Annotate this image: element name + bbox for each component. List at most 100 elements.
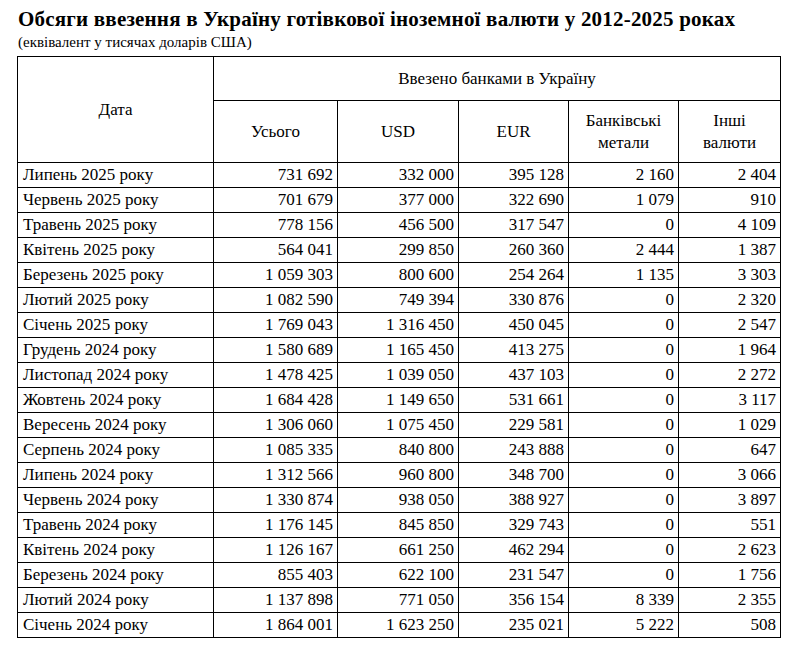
row-value-cell-other: 3 117 — [679, 388, 781, 413]
table-row: Серпень 2024 року1 085 335840 800243 888… — [18, 438, 781, 463]
row-date-cell: Січень 2024 року — [18, 613, 214, 638]
row-value-cell-usd: 1 149 650 — [338, 388, 459, 413]
row-value-cell-metals: 0 — [569, 363, 679, 388]
row-value-cell-other: 3 066 — [679, 463, 781, 488]
column-group-header: Ввезено банками в Україну — [214, 57, 781, 101]
row-value-cell-total: 1 059 303 — [214, 263, 338, 288]
table-row: Червень 2025 року701 679377 000322 6901 … — [18, 188, 781, 213]
row-value-cell-total: 1 478 425 — [214, 363, 338, 388]
row-value-cell-eur: 254 264 — [459, 263, 569, 288]
column-header-total: Усього — [214, 101, 338, 163]
row-date-cell: Жовтень 2024 року — [18, 388, 214, 413]
table-row: Травень 2024 року1 176 145845 850329 743… — [18, 513, 781, 538]
row-value-cell-eur: 229 581 — [459, 413, 569, 438]
row-date-cell: Червень 2024 року — [18, 488, 214, 513]
row-value-cell-other: 508 — [679, 613, 781, 638]
row-value-cell-eur: 413 275 — [459, 338, 569, 363]
row-value-cell-eur: 450 045 — [459, 313, 569, 338]
row-value-cell-usd: 938 050 — [338, 488, 459, 513]
row-value-cell-total: 855 403 — [214, 563, 338, 588]
row-value-cell-usd: 1 316 450 — [338, 313, 459, 338]
row-value-cell-metals: 0 — [569, 338, 679, 363]
row-value-cell-eur: 531 661 — [459, 388, 569, 413]
table-row: Квітень 2024 року1 126 167661 250462 294… — [18, 538, 781, 563]
row-value-cell-usd: 960 800 — [338, 463, 459, 488]
row-value-cell-metals: 0 — [569, 438, 679, 463]
row-value-cell-metals: 0 — [569, 538, 679, 563]
row-value-cell-metals: 0 — [569, 413, 679, 438]
column-header-usd: USD — [338, 101, 459, 163]
table-row: Березень 2025 року1 059 303800 600254 26… — [18, 263, 781, 288]
row-value-cell-metals: 0 — [569, 563, 679, 588]
table-header: Дата Ввезено банками в Україну Усього US… — [18, 57, 781, 163]
row-value-cell-usd: 749 394 — [338, 288, 459, 313]
row-value-cell-other: 2 547 — [679, 313, 781, 338]
currency-import-table: Дата Ввезено банками в Україну Усього US… — [17, 56, 781, 638]
row-value-cell-total: 1 137 898 — [214, 588, 338, 613]
row-value-cell-eur: 395 128 — [459, 163, 569, 188]
row-date-cell: Липень 2025 року — [18, 163, 214, 188]
row-value-cell-metals: 2 160 — [569, 163, 679, 188]
row-value-cell-eur: 388 927 — [459, 488, 569, 513]
row-value-cell-total: 1 082 590 — [214, 288, 338, 313]
column-header-metals: Банківські метали — [569, 101, 679, 163]
row-value-cell-usd: 1 623 250 — [338, 613, 459, 638]
row-value-cell-metals: 8 339 — [569, 588, 679, 613]
table-row: Лютий 2025 року1 082 590749 394330 87602… — [18, 288, 781, 313]
table-row: Липень 2025 року731 692332 000395 1282 1… — [18, 163, 781, 188]
row-date-cell: Березень 2024 року — [18, 563, 214, 588]
row-value-cell-other: 3 897 — [679, 488, 781, 513]
row-value-cell-other: 2 320 — [679, 288, 781, 313]
row-value-cell-other: 551 — [679, 513, 781, 538]
row-value-cell-eur: 231 547 — [459, 563, 569, 588]
row-value-cell-eur: 329 743 — [459, 513, 569, 538]
row-value-cell-usd: 840 800 — [338, 438, 459, 463]
row-value-cell-metals: 0 — [569, 213, 679, 238]
row-value-cell-eur: 437 103 — [459, 363, 569, 388]
row-date-cell: Грудень 2024 року — [18, 338, 214, 363]
column-header-eur: EUR — [459, 101, 569, 163]
row-value-cell-metals: 0 — [569, 388, 679, 413]
row-value-cell-other: 910 — [679, 188, 781, 213]
row-value-cell-eur: 243 888 — [459, 438, 569, 463]
row-date-cell: Квітень 2025 року — [18, 238, 214, 263]
row-value-cell-usd: 771 050 — [338, 588, 459, 613]
row-value-cell-other: 2 404 — [679, 163, 781, 188]
row-date-cell: Травень 2025 року — [18, 213, 214, 238]
row-value-cell-eur: 235 021 — [459, 613, 569, 638]
table-row: Червень 2024 року1 330 874938 050388 927… — [18, 488, 781, 513]
row-value-cell-total: 564 041 — [214, 238, 338, 263]
row-value-cell-usd: 800 600 — [338, 263, 459, 288]
row-value-cell-usd: 845 850 — [338, 513, 459, 538]
table-row: Вересень 2024 року1 306 0601 075 450229 … — [18, 413, 781, 438]
row-value-cell-eur: 348 700 — [459, 463, 569, 488]
row-value-cell-eur: 462 294 — [459, 538, 569, 563]
page-title: Обсяги ввезення в Україну готівкової іно… — [0, 0, 791, 32]
row-value-cell-metals: 0 — [569, 313, 679, 338]
row-value-cell-total: 1 864 001 — [214, 613, 338, 638]
row-value-cell-total: 1 330 874 — [214, 488, 338, 513]
row-value-cell-total: 1 126 167 — [214, 538, 338, 563]
table-row: Січень 2024 року1 864 0011 623 250235 02… — [18, 613, 781, 638]
row-date-cell: Березень 2025 року — [18, 263, 214, 288]
row-date-cell: Квітень 2024 року — [18, 538, 214, 563]
table-row: Листопад 2024 року1 478 4251 039 050437 … — [18, 363, 781, 388]
row-value-cell-total: 701 679 — [214, 188, 338, 213]
row-value-cell-metals: 5 222 — [569, 613, 679, 638]
row-value-cell-eur: 322 690 — [459, 188, 569, 213]
table-row: Липень 2024 року1 312 566960 800348 7000… — [18, 463, 781, 488]
row-value-cell-other: 1 964 — [679, 338, 781, 363]
row-value-cell-eur: 317 547 — [459, 213, 569, 238]
row-value-cell-total: 1 769 043 — [214, 313, 338, 338]
row-value-cell-usd: 1 039 050 — [338, 363, 459, 388]
row-date-cell: Вересень 2024 року — [18, 413, 214, 438]
row-value-cell-usd: 299 850 — [338, 238, 459, 263]
row-value-cell-usd: 332 000 — [338, 163, 459, 188]
row-date-cell: Липень 2024 року — [18, 463, 214, 488]
row-value-cell-usd: 622 100 — [338, 563, 459, 588]
table-row: Жовтень 2024 року1 684 4281 149 650531 6… — [18, 388, 781, 413]
row-value-cell-total: 1 176 145 — [214, 513, 338, 538]
row-value-cell-metals: 2 444 — [569, 238, 679, 263]
row-value-cell-metals: 0 — [569, 463, 679, 488]
row-date-cell: Серпень 2024 року — [18, 438, 214, 463]
